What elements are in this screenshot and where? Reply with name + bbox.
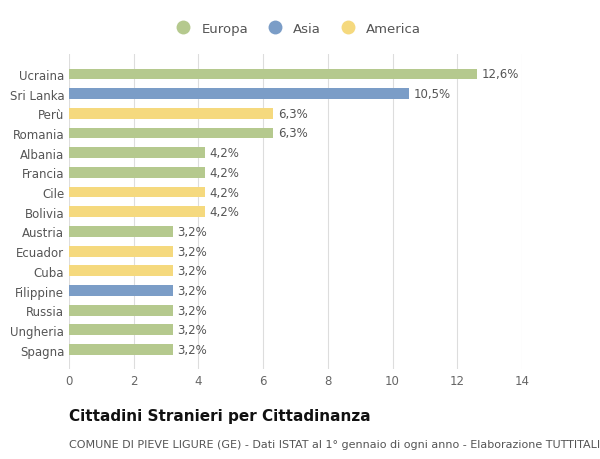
Text: 4,2%: 4,2% [210, 167, 239, 179]
Bar [69, 89, 409, 100]
Legend: Europa, Asia, America: Europa, Asia, America [165, 17, 426, 41]
Text: 3,2%: 3,2% [178, 225, 207, 238]
Text: 3,2%: 3,2% [178, 265, 207, 278]
Text: 3,2%: 3,2% [178, 285, 207, 297]
Text: 4,2%: 4,2% [210, 147, 239, 160]
Text: COMUNE DI PIEVE LIGURE (GE) - Dati ISTAT al 1° gennaio di ogni anno - Elaborazio: COMUNE DI PIEVE LIGURE (GE) - Dati ISTAT… [69, 440, 600, 449]
Bar [69, 344, 173, 355]
Bar [69, 187, 205, 198]
Text: 6,3%: 6,3% [278, 107, 307, 121]
Text: 3,2%: 3,2% [178, 304, 207, 317]
Text: 3,2%: 3,2% [178, 343, 207, 356]
Bar [69, 305, 173, 316]
Bar [69, 285, 173, 296]
Bar [69, 227, 173, 237]
Text: Cittadini Stranieri per Cittadinanza: Cittadini Stranieri per Cittadinanza [69, 408, 371, 423]
Bar [69, 325, 173, 336]
Bar [69, 129, 273, 139]
Bar [69, 148, 205, 159]
Bar [69, 266, 173, 277]
Text: 3,2%: 3,2% [178, 245, 207, 258]
Text: 4,2%: 4,2% [210, 206, 239, 219]
Text: 12,6%: 12,6% [482, 68, 519, 81]
Text: 10,5%: 10,5% [413, 88, 451, 101]
Text: 3,2%: 3,2% [178, 324, 207, 336]
Bar [69, 69, 476, 80]
Text: 6,3%: 6,3% [278, 127, 307, 140]
Bar [69, 109, 273, 119]
Bar [69, 168, 205, 179]
Bar [69, 207, 205, 218]
Text: 4,2%: 4,2% [210, 186, 239, 199]
Bar [69, 246, 173, 257]
